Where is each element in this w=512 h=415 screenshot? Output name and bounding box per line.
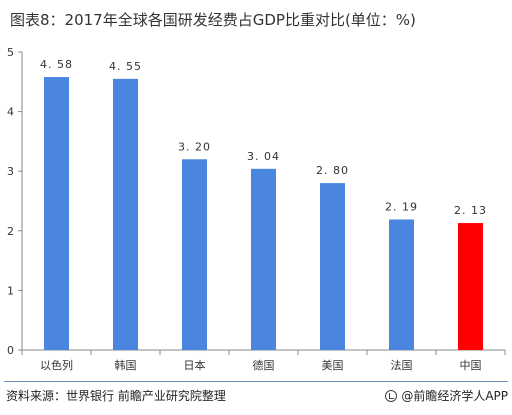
x-tick-label: 以色列 (40, 358, 73, 372)
x-tick-label: 美国 (322, 359, 344, 372)
x-tick-label: 韩国 (115, 358, 137, 372)
data-label: 2. 13 (454, 204, 487, 217)
bar (182, 159, 207, 350)
y-tick-label: 0 (7, 344, 14, 357)
y-tick-label: 1 (7, 284, 14, 297)
bar-chart: 0 1 2 3 4 5 4. 58 以色列 4. 55 韩国 3. 20 日本 3. 04 德国 2. 8… (7, 46, 506, 372)
data-label: 4. 58 (40, 58, 73, 71)
chart-title: 图表8：2017年全球各国研发经费占GDP比重对比(单位：%) (10, 11, 416, 29)
brand-credit: @前瞻经济学人APP (385, 387, 508, 404)
y-tick-label: 4 (7, 106, 14, 119)
x-tick-label: 日本 (184, 358, 206, 372)
y-tick-label: 5 (7, 46, 14, 59)
data-label: 2. 19 (385, 200, 418, 213)
data-label: 3. 20 (178, 140, 211, 153)
y-tick-label: 2 (7, 225, 14, 238)
x-tick-label: 法国 (391, 358, 413, 372)
brand-logo-icon (385, 389, 398, 402)
bar (458, 223, 483, 350)
bar (389, 219, 414, 350)
bar (251, 168, 276, 350)
bar (44, 77, 69, 351)
chart-labels: 4. 58 以色列 4. 55 韩国 3. 20 日本 3. 04 德国 2. 80 美国 2. 1… (40, 58, 487, 372)
data-label: 3. 04 (247, 150, 280, 163)
x-tick-label: 中国 (460, 359, 482, 372)
source-note: 资料来源：世界银行 前瞻产业研究院整理 (6, 389, 226, 403)
bar (320, 183, 345, 350)
brand-text: @前瞻经济学人APP (401, 389, 508, 403)
y-tick-label: 3 (7, 165, 14, 178)
data-label: 2. 80 (316, 164, 349, 177)
data-label: 4. 55 (109, 60, 142, 73)
chart-bars (44, 77, 483, 351)
bar (113, 78, 138, 350)
x-tick-label: 德国 (253, 358, 275, 372)
footer-divider (4, 381, 508, 382)
